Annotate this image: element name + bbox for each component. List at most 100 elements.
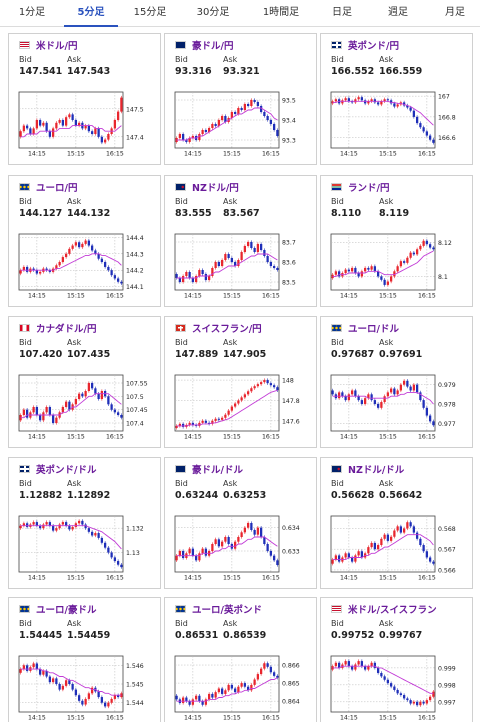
- timeframe-tab-bar: 1分足 5分足 15分足 30分足 1時間足 日足 週足 月足: [0, 0, 480, 27]
- pair-name-link[interactable]: 豪ドル/円: [192, 41, 234, 52]
- flag-nz-us-icon: [331, 465, 342, 473]
- tab-1[interactable]: 1分足: [18, 7, 46, 18]
- mini-chart[interactable]: 167 166.8 166.6 14:15 15:15 16:15: [329, 90, 465, 164]
- pair-name-link[interactable]: 米ドル/スイスフラン: [348, 605, 437, 616]
- candle-body: [259, 106, 263, 112]
- candle-body: [373, 662, 377, 668]
- y-tick-label: 107.4: [126, 421, 144, 428]
- pair-name-link[interactable]: NZドル/円: [192, 183, 239, 194]
- mini-chart[interactable]: 107.55 107.5 107.45 107.4 14:15 15:15 16:15: [17, 373, 153, 447]
- tab-3[interactable]: 15分足: [133, 7, 167, 18]
- tab-6[interactable]: 日足: [332, 7, 352, 18]
- candle-body: [120, 281, 123, 284]
- mini-chart[interactable]: 83.7 83.6 83.5 14:15 15:15 16:15: [173, 232, 309, 306]
- mini-chart[interactable]: 0.568 0.567 0.566 14:15 15:15 16:15: [329, 514, 465, 588]
- pair-name-link[interactable]: 英ポンド/円: [348, 41, 399, 52]
- mini-chart[interactable]: 0.866 0.865 0.864 14:15 15:15 16:15: [173, 654, 309, 722]
- candle-body: [243, 683, 247, 687]
- mini-chart[interactable]: 147.5 147.4 14:15 15:15 16:15: [17, 90, 153, 164]
- bid-label: Bid: [331, 619, 344, 628]
- pair-card[interactable]: ユーロ/英ポンド Bid Ask 0.86531 0.86539 0.866 0.865 0.…: [164, 597, 317, 722]
- pair-card[interactable]: ユーロ/ドル Bid Ask 0.97687 0.97691 0.979 0.978 0.97…: [320, 316, 473, 448]
- x-tick-label: 14:15: [340, 715, 358, 722]
- candle-body: [432, 691, 435, 697]
- pair-name-link[interactable]: 米ドル/円: [36, 41, 78, 52]
- pair-name-link[interactable]: 英ポンド/ドル: [36, 465, 97, 476]
- bid-ask-labels: Bid Ask: [331, 338, 407, 347]
- candle-body: [259, 244, 263, 250]
- pair-card[interactable]: カナダドル/円 Bid Ask 107.420 107.435 107.55 107.5 10…: [8, 316, 161, 448]
- bid-price: 0.97687: [331, 349, 375, 360]
- mini-chart[interactable]: 148 147.8 147.6 14:15 15:15 16:15: [173, 373, 309, 447]
- candle-body: [107, 702, 110, 707]
- candle-body: [64, 117, 68, 126]
- pair-card[interactable]: 米ドル/スイスフラン Bid Ask 0.99752 0.99767 0.999 0.998…: [320, 597, 473, 722]
- candle-body: [38, 415, 42, 421]
- pair-name-link[interactable]: ユーロ/豪ドル: [36, 605, 97, 616]
- pair-name-link[interactable]: ランド/円: [348, 183, 390, 194]
- pair-card[interactable]: 豪ドル/円 Bid Ask 93.316 93.321 93.5 93.4 93.3 14:15…: [164, 33, 317, 165]
- pair-name-link[interactable]: ユーロ/円: [36, 183, 78, 194]
- pair-name-link[interactable]: ユーロ/英ポンド: [192, 605, 262, 616]
- candle-body: [94, 128, 97, 134]
- mini-chart[interactable]: 0.634 0.633 14:15 15:15 16:15: [173, 514, 309, 588]
- candle-body: [48, 676, 52, 683]
- pair-card[interactable]: NZドル/円 Bid Ask 83.555 83.567 83.7 83.6 83.5 14:1…: [164, 175, 317, 307]
- candle-body: [373, 99, 377, 103]
- candle-body: [181, 423, 185, 427]
- pair-name-link[interactable]: NZドル/ドル: [348, 465, 405, 476]
- pair-card[interactable]: ランド/円 Bid Ask 8.110 8.119 8.12 8.1 14:15 15:15 16…: [320, 175, 473, 307]
- pair-card[interactable]: ユーロ/円 Bid Ask 144.127 144.132 144.4 144.3 144.2…: [8, 175, 161, 307]
- candle-body: [90, 687, 94, 694]
- candle-body: [55, 678, 58, 684]
- x-tick-label: 14:15: [28, 151, 46, 158]
- candle-body: [237, 537, 240, 542]
- candle-body: [350, 267, 354, 272]
- candle-body: [373, 400, 377, 404]
- pair-card[interactable]: 豪ドル/ドル Bid Ask 0.63244 0.63253 0.634 0.633 14:1…: [164, 457, 317, 589]
- candle-body: [48, 270, 52, 272]
- pair-name-link[interactable]: カナダドル/円: [36, 324, 97, 335]
- candle-body: [237, 108, 240, 114]
- mini-chart[interactable]: 0.979 0.978 0.977 14:15 15:15 16:15: [329, 373, 465, 447]
- pair-card[interactable]: 米ドル/円 Bid Ask 147.541 147.543 147.5 147.4 14:15…: [8, 33, 161, 165]
- pair-card[interactable]: 英ポンド/円 Bid Ask 166.552 166.559 167 166.8 166.6 1…: [320, 33, 473, 165]
- pair-name-link[interactable]: 豪ドル/ドル: [192, 465, 243, 476]
- tab-8[interactable]: 月足: [445, 7, 465, 18]
- mini-chart[interactable]: 0.999 0.998 0.997 14:15 15:15 16:15: [329, 654, 465, 722]
- candle-body: [409, 107, 412, 111]
- mini-chart[interactable]: 93.5 93.4 93.3 14:15 15:15 16:15: [173, 90, 309, 164]
- ask-price: 1.12892: [67, 490, 111, 501]
- candle-body: [103, 262, 107, 267]
- bid-ask-values: 8.110 8.119: [331, 208, 427, 219]
- candle-body: [178, 423, 182, 426]
- pair-name-link[interactable]: スイスフラン/円: [192, 324, 262, 335]
- mini-chart[interactable]: 8.12 8.1 14:15 15:15 16:15: [329, 232, 465, 306]
- tab-7[interactable]: 週足: [388, 7, 408, 18]
- pair-card[interactable]: NZドル/ドル Bid Ask 0.56628 0.56642 0.568 0.567 0.5…: [320, 457, 473, 589]
- moving-average-line: [20, 525, 122, 550]
- tab-5[interactable]: 1時間足: [262, 7, 300, 18]
- candle-body: [357, 551, 360, 556]
- y-tick-label: 144.4: [126, 235, 144, 242]
- candle-body: [415, 116, 419, 124]
- candle-body: [188, 701, 191, 705]
- bid-ask-labels: Bid Ask: [19, 338, 95, 347]
- pair-card[interactable]: 英ポンド/ドル Bid Ask 1.12882 1.12892 1.132 1.13 14:1…: [8, 457, 161, 589]
- tab-4[interactable]: 30分足: [196, 7, 230, 18]
- pair-card[interactable]: ユーロ/豪ドル Bid Ask 1.54445 1.54459 1.546 1.545 1.5…: [8, 597, 161, 722]
- tab-2[interactable]: 5分足: [64, 0, 118, 27]
- mini-chart[interactable]: 1.546 1.545 1.544 14:15 15:15 16:15: [17, 654, 153, 722]
- candle-body: [194, 424, 198, 426]
- pair-card[interactable]: スイスフラン/円 Bid Ask 147.889 147.905 148 147.8 147.…: [164, 316, 317, 448]
- candle-body: [360, 97, 364, 101]
- bid-label: Bid: [175, 338, 188, 347]
- candle-body: [266, 256, 269, 262]
- pair-name-link[interactable]: ユーロ/ドル: [348, 324, 399, 335]
- candle-body: [272, 672, 276, 676]
- candle-body: [110, 698, 113, 703]
- mini-chart[interactable]: 1.132 1.13 14:15 15:15 16:15: [17, 514, 153, 588]
- candle-body: [380, 101, 383, 105]
- ask-label: Ask: [67, 479, 82, 488]
- mini-chart[interactable]: 144.4 144.3 144.2 144.1 14:15 15:15 16:15: [17, 232, 153, 306]
